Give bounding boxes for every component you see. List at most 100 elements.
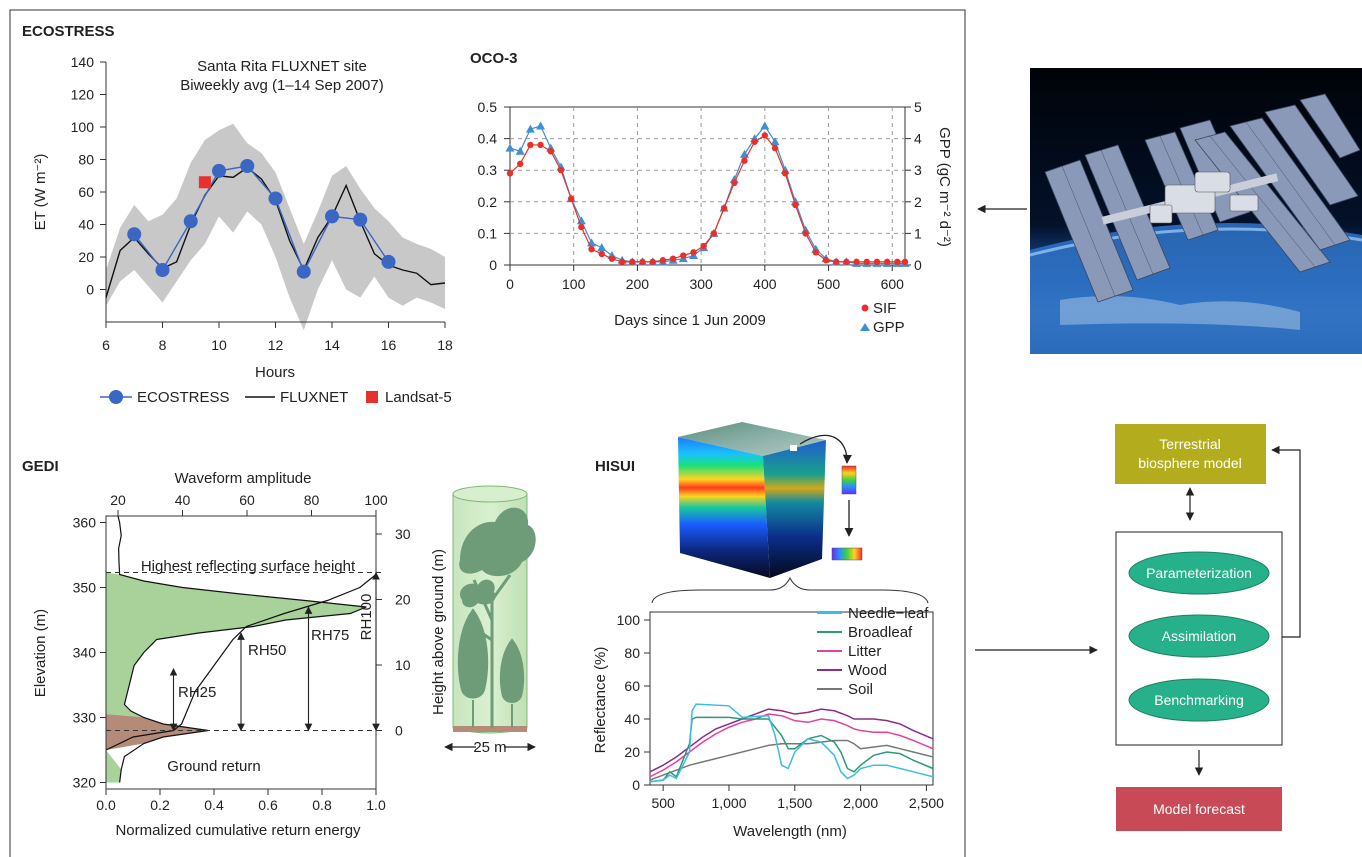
ecostress-y-tick-label: 80 (78, 152, 94, 168)
method-ellipse (1128, 614, 1270, 658)
gpp-point (536, 121, 546, 130)
sif-point (567, 195, 575, 202)
method-ellipse (1128, 678, 1270, 722)
gedi-lower-area (106, 750, 122, 783)
oco3-y-tick-label: 0.5 (478, 99, 498, 115)
legend-ecostress-label: ECOSTRESS (137, 389, 230, 406)
oco3-y-right-tick-label: 2 (914, 194, 922, 210)
gedi-rh25-label: RH25 (178, 684, 216, 701)
sif-point (771, 144, 779, 152)
hisui-x-tick-label: 500 (651, 795, 675, 811)
ecostress-point (325, 209, 339, 224)
sif-point (618, 258, 626, 266)
ecostress-annotation-2: Biweekly avg (1–14 Sep 2007) (180, 77, 383, 94)
sif-point (761, 132, 769, 139)
hisui-x-tick-label: 2,000 (843, 795, 878, 811)
ecostress-point (127, 227, 142, 242)
sif-point (506, 170, 514, 177)
sif-point (901, 258, 909, 266)
oco3-y-tick-label: 0.2 (478, 194, 498, 210)
sif-point (720, 204, 728, 212)
legend-sif-marker (861, 304, 869, 312)
ecostress-x-label: Hours (255, 364, 295, 381)
hisui-plot-frame (649, 611, 934, 786)
hisui-legend-label: Needle−leaf (848, 605, 929, 622)
sif-point (883, 258, 891, 266)
ecostress-x-tick-label: 14 (324, 337, 340, 353)
sif-point (680, 252, 687, 259)
gedi-x-top-tick-label: 100 (364, 492, 388, 508)
method-label: Benchmarking (1154, 692, 1244, 708)
feedback-arrow (1271, 445, 1301, 638)
oco3-y-right-tick-label: 0 (914, 257, 922, 273)
gedi-x-top-tick-label: 60 (239, 492, 255, 508)
gedi-x-tick-label: 0.2 (150, 797, 170, 813)
ecostress-chart: 0 20 40 60 80 100 120 140 6 8 10 12 14 16 18 Hours ET (W… (32, 54, 453, 406)
sif-point (782, 170, 789, 177)
gedi-y-label: Elevation (m) (32, 609, 49, 697)
gedi-width-label: 25 m (473, 739, 506, 756)
hisui-x-tick-label: 1,500 (777, 795, 812, 811)
sif-point (741, 157, 748, 164)
ecostress-point (268, 191, 283, 206)
hisui-series-line (649, 713, 934, 778)
ecostress-y-tick-label: 120 (71, 87, 95, 103)
landsat-point (198, 176, 211, 189)
ecostress-y-tick-label: 60 (78, 184, 94, 200)
gpp-point (770, 137, 780, 146)
ecostress-x-tick-label: 12 (268, 337, 284, 353)
sif-point (669, 255, 677, 262)
sif-point (863, 258, 870, 266)
sif-point (894, 258, 901, 266)
legend-ecostress-marker (109, 390, 123, 404)
ecostress-point (296, 264, 311, 279)
gedi-x-top-label: Waveform amplitude (175, 470, 312, 487)
method-ellipse (1128, 551, 1270, 595)
ecostress-annotation-1: Santa Rita FLUXNET site (197, 58, 367, 75)
sif-point (802, 230, 809, 237)
forest-column-icon: 25 m (444, 485, 536, 756)
sif-point (700, 242, 707, 250)
hisui-x-tick-label: 1,000 (711, 795, 746, 811)
sif-point (853, 258, 860, 266)
oco3-chart: 0 0.1 0.2 0.3 0.4 0.5 0 1 2 3 4 5 0 100 200 300 400 500 60… (478, 99, 953, 336)
gedi-y-right-label: Height above ground (m) (430, 549, 447, 715)
hisui-y-tick-label: 60 (624, 678, 640, 694)
sif-point (751, 138, 758, 145)
ecostress-x-tick-label: 8 (159, 337, 167, 353)
oco3-y-tick-label: 0.1 (478, 225, 498, 241)
gedi-x-tick-label: 0.6 (258, 797, 278, 813)
oco3-x-tick-label: 100 (562, 276, 586, 292)
oco3-y-right-tick-label: 3 (914, 162, 922, 178)
model-forecast-box (1116, 787, 1282, 831)
gedi-x-tick-label: 0.4 (204, 797, 224, 813)
model-forecast-label: Model forecast (1153, 801, 1245, 817)
oco3-y-tick-label: 0.3 (478, 162, 498, 178)
legend-gpp-label: GPP (873, 319, 905, 336)
sif-point (598, 250, 605, 258)
gedi-highest-surface-label: Highest reflecting surface height (141, 558, 356, 575)
ecostress-point (183, 214, 198, 229)
ecostress-range-band (106, 123, 445, 331)
sif-point (690, 249, 697, 256)
oco3-x-tick-label: 200 (626, 276, 650, 292)
gedi-y-right-tick-label: 10 (395, 657, 411, 673)
ecostress-y-tick-label: 100 (71, 119, 95, 135)
sif-point (537, 141, 544, 149)
gedi-canopy-area (106, 572, 367, 744)
sif-point (822, 257, 830, 264)
sif-point (578, 223, 585, 231)
oco3-x-tick-label: 600 (881, 276, 905, 292)
oco3-x-tick-label: 0 (506, 276, 514, 292)
hisui-chart: 0 20 40 60 80 100 500 1,000 1,500 2,000 2,500 Wavel… (592, 605, 944, 840)
sif-point (557, 167, 565, 174)
hisui-y-tick-label: 40 (624, 711, 640, 727)
hisui-series-line (649, 703, 934, 783)
ecostress-y-tick-label: 40 (78, 217, 94, 233)
oco3-y-tick-label: 0.4 (478, 131, 498, 147)
panel-title-gedi: GEDI (22, 458, 59, 475)
hisui-series-line (649, 708, 934, 773)
gedi-x-top-tick-label: 40 (175, 492, 191, 508)
sif-point (710, 230, 718, 237)
sif-point (516, 160, 524, 168)
